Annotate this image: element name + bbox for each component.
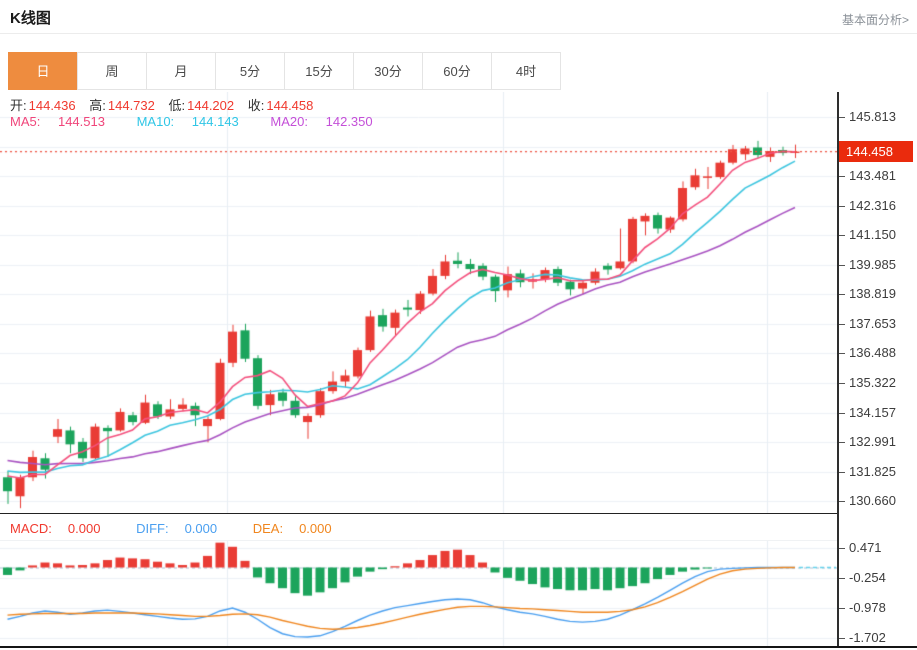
macd-chart-canvas[interactable] — [0, 541, 837, 647]
axis-tick-mark — [839, 206, 845, 207]
open-label: 开: — [10, 98, 27, 113]
close-value: 144.458 — [266, 98, 314, 113]
timeframe-tab-6[interactable]: 60分 — [422, 52, 492, 90]
macd-readout: MACD: 0.000 DIFF: 0.000 DEA: 0.000 — [10, 521, 364, 536]
timeframe-tab-4[interactable]: 15分 — [284, 52, 354, 90]
price-tick-label: 137.653 — [849, 316, 896, 331]
axis-tick-mark — [839, 235, 845, 236]
macd-tick-label: 0.471 — [849, 540, 882, 555]
macd-panel-top-border — [0, 540, 837, 541]
panel-divider — [0, 513, 837, 514]
price-tick-label: 132.991 — [849, 434, 896, 449]
timeframe-tab-0[interactable]: 日 — [8, 52, 78, 90]
axis-tick-mark — [839, 548, 845, 549]
ma5-readout: MA5: 144.513 — [10, 114, 105, 129]
axis-tick-mark — [839, 413, 845, 414]
ma-readout: MA5: 144.513 MA10: 144.143 MA20: 142.350 — [10, 114, 401, 129]
low-value: 144.202 — [187, 98, 235, 113]
macd-tick-label: -1.702 — [849, 630, 886, 645]
price-tick-label: 134.157 — [849, 405, 896, 420]
axis-tick-mark — [839, 324, 845, 325]
timeframe-tab-7[interactable]: 4时 — [491, 52, 561, 90]
axis-tick-mark — [839, 472, 845, 473]
header-divider — [0, 33, 917, 34]
diff-value: DIFF: 0.000 — [136, 521, 218, 536]
axis-tick-mark — [839, 176, 845, 177]
price-tick-label: 141.150 — [849, 227, 896, 242]
dea-value: DEA: 0.000 — [252, 521, 332, 536]
chart-bottom-border — [0, 646, 917, 648]
candlestick-chart-canvas[interactable] — [0, 92, 837, 513]
timeframe-tabs: 日周月 5分 15分 30分 60分 4时 — [8, 52, 561, 90]
timeframe-tab-1[interactable]: 周 — [77, 52, 147, 90]
price-axis-line — [837, 92, 839, 647]
timeframe-tab-3[interactable]: 5分 — [215, 52, 285, 90]
ma10-readout: MA10: 144.143 — [136, 114, 239, 129]
open-value: 144.436 — [28, 98, 76, 113]
timeframe-tab-5[interactable]: 30分 — [353, 52, 423, 90]
current-price-tag: 144.458 — [839, 141, 913, 162]
price-tick-label: 142.316 — [849, 198, 896, 213]
price-tick-label: 135.322 — [849, 375, 896, 390]
axis-tick-mark — [839, 578, 845, 579]
axis-tick-mark — [839, 294, 845, 295]
axis-tick-mark — [839, 265, 845, 266]
price-tick-label: 143.481 — [849, 168, 896, 183]
macd-tick-label: -0.254 — [849, 570, 886, 585]
axis-tick-mark — [839, 501, 845, 502]
low-label: 低: — [168, 98, 186, 113]
page-title: K线图 — [10, 10, 51, 27]
price-tick-label: 131.825 — [849, 464, 896, 479]
ma20-readout: MA20: 142.350 — [270, 114, 373, 129]
axis-tick-mark — [839, 383, 845, 384]
axis-tick-mark — [839, 442, 845, 443]
price-tick-label: 136.488 — [849, 345, 896, 360]
axis-tick-mark — [839, 638, 845, 639]
axis-tick-mark — [839, 117, 845, 118]
timeframe-tab-2[interactable]: 月 — [146, 52, 216, 90]
high-value: 144.732 — [107, 98, 155, 113]
macd-tick-label: -0.978 — [849, 600, 886, 615]
price-tick-label: 139.985 — [849, 257, 896, 272]
axis-tick-mark — [839, 608, 845, 609]
price-tick-label: 138.819 — [849, 286, 896, 301]
price-tick-label: 145.813 — [849, 109, 896, 124]
close-label: 收: — [247, 98, 265, 113]
macd-value: MACD: 0.000 — [10, 521, 101, 536]
ohlc-readout: 开: 144.436 高: 144.732 低: 144.202 收: 144.458 — [10, 95, 313, 114]
high-label: 高: — [89, 98, 106, 113]
axis-tick-mark — [839, 353, 845, 354]
price-tick-label: 130.660 — [849, 493, 896, 508]
fundamental-analysis-link[interactable]: 基本面分析> — [841, 13, 909, 27]
